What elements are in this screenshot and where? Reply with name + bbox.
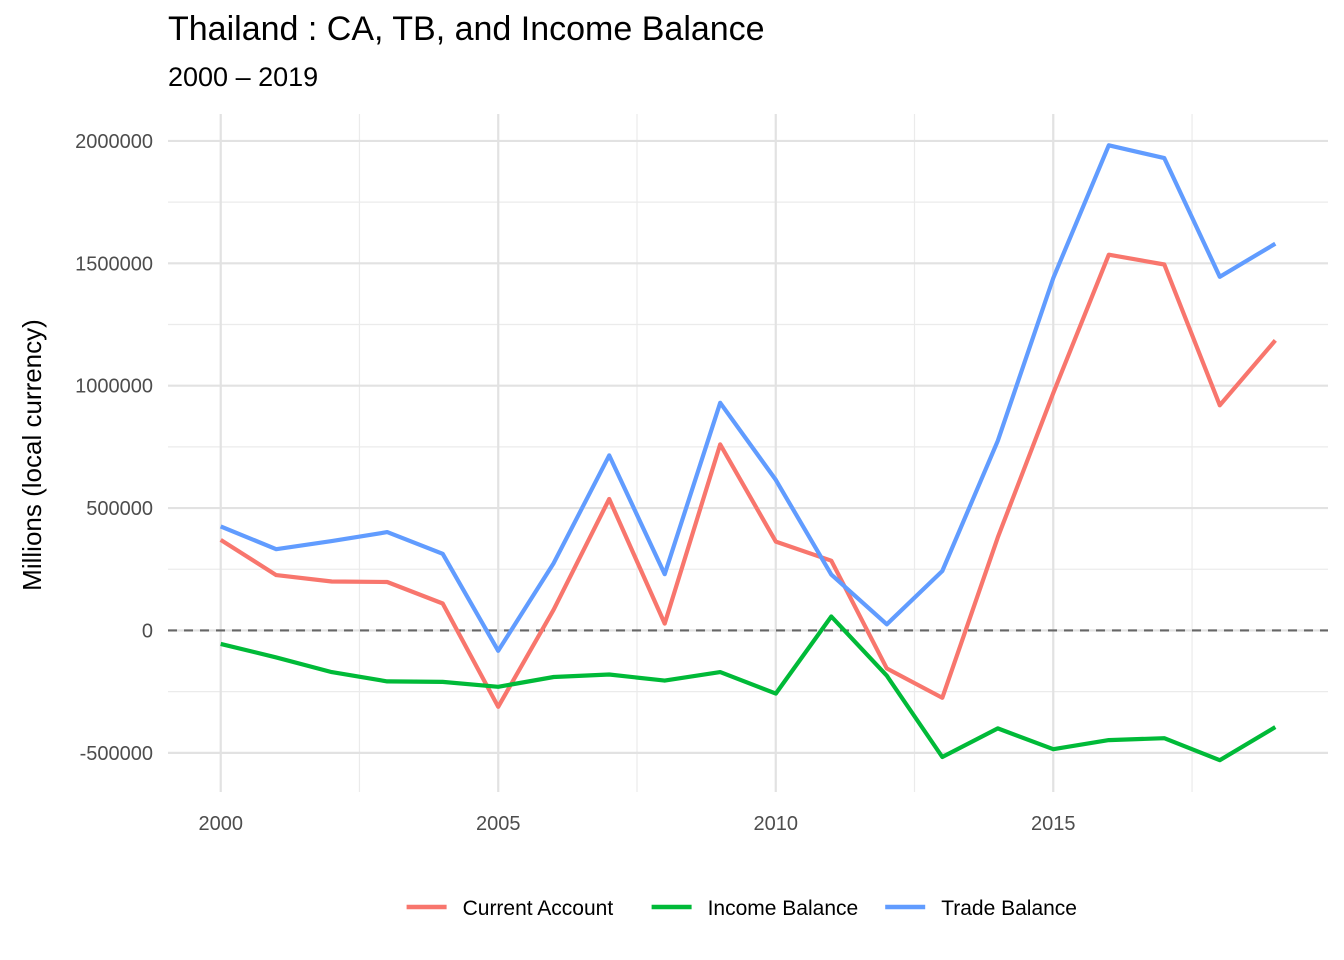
x-tick-label: 2005 <box>476 813 521 835</box>
series-lines <box>219 143 1277 763</box>
y-tick-label: 500000 <box>86 498 153 520</box>
legend: Current Account Income Balance Trade Balan… <box>406 897 1077 920</box>
minor-gridlines <box>168 114 1328 792</box>
y-axis-title: Millions (local currency) <box>17 319 47 591</box>
x-tick-label: 2015 <box>1031 813 1076 835</box>
major-gridlines <box>168 114 1328 792</box>
y-tick-label: 1000000 <box>75 376 153 398</box>
legend-label-income-balance: Income Balance <box>708 897 859 920</box>
chart-title: Thailand : CA, TB, and Income Balance <box>168 10 765 48</box>
x-tick-label: 2010 <box>754 813 799 835</box>
legend-label-current-account: Current Account <box>463 897 614 920</box>
series-line-current-account <box>219 252 1277 709</box>
y-tick-label: -500000 <box>80 743 153 765</box>
y-tick-label: 1500000 <box>75 253 153 275</box>
x-axis-tick-labels: 2000 2005 2010 2015 <box>198 813 1075 835</box>
legend-label-trade-balance: Trade Balance <box>941 897 1077 920</box>
series-line-income-balance <box>220 614 1277 763</box>
y-tick-label: 0 <box>142 620 153 642</box>
x-tick-label: 2000 <box>198 813 243 835</box>
y-tick-label: 2000000 <box>75 131 153 153</box>
series-line-trade-balance <box>219 143 1277 653</box>
chart-subtitle: 2000 – 2019 <box>168 62 319 92</box>
y-axis-tick-labels: -500000 0 500000 1000000 1500000 2000000 <box>75 131 153 765</box>
